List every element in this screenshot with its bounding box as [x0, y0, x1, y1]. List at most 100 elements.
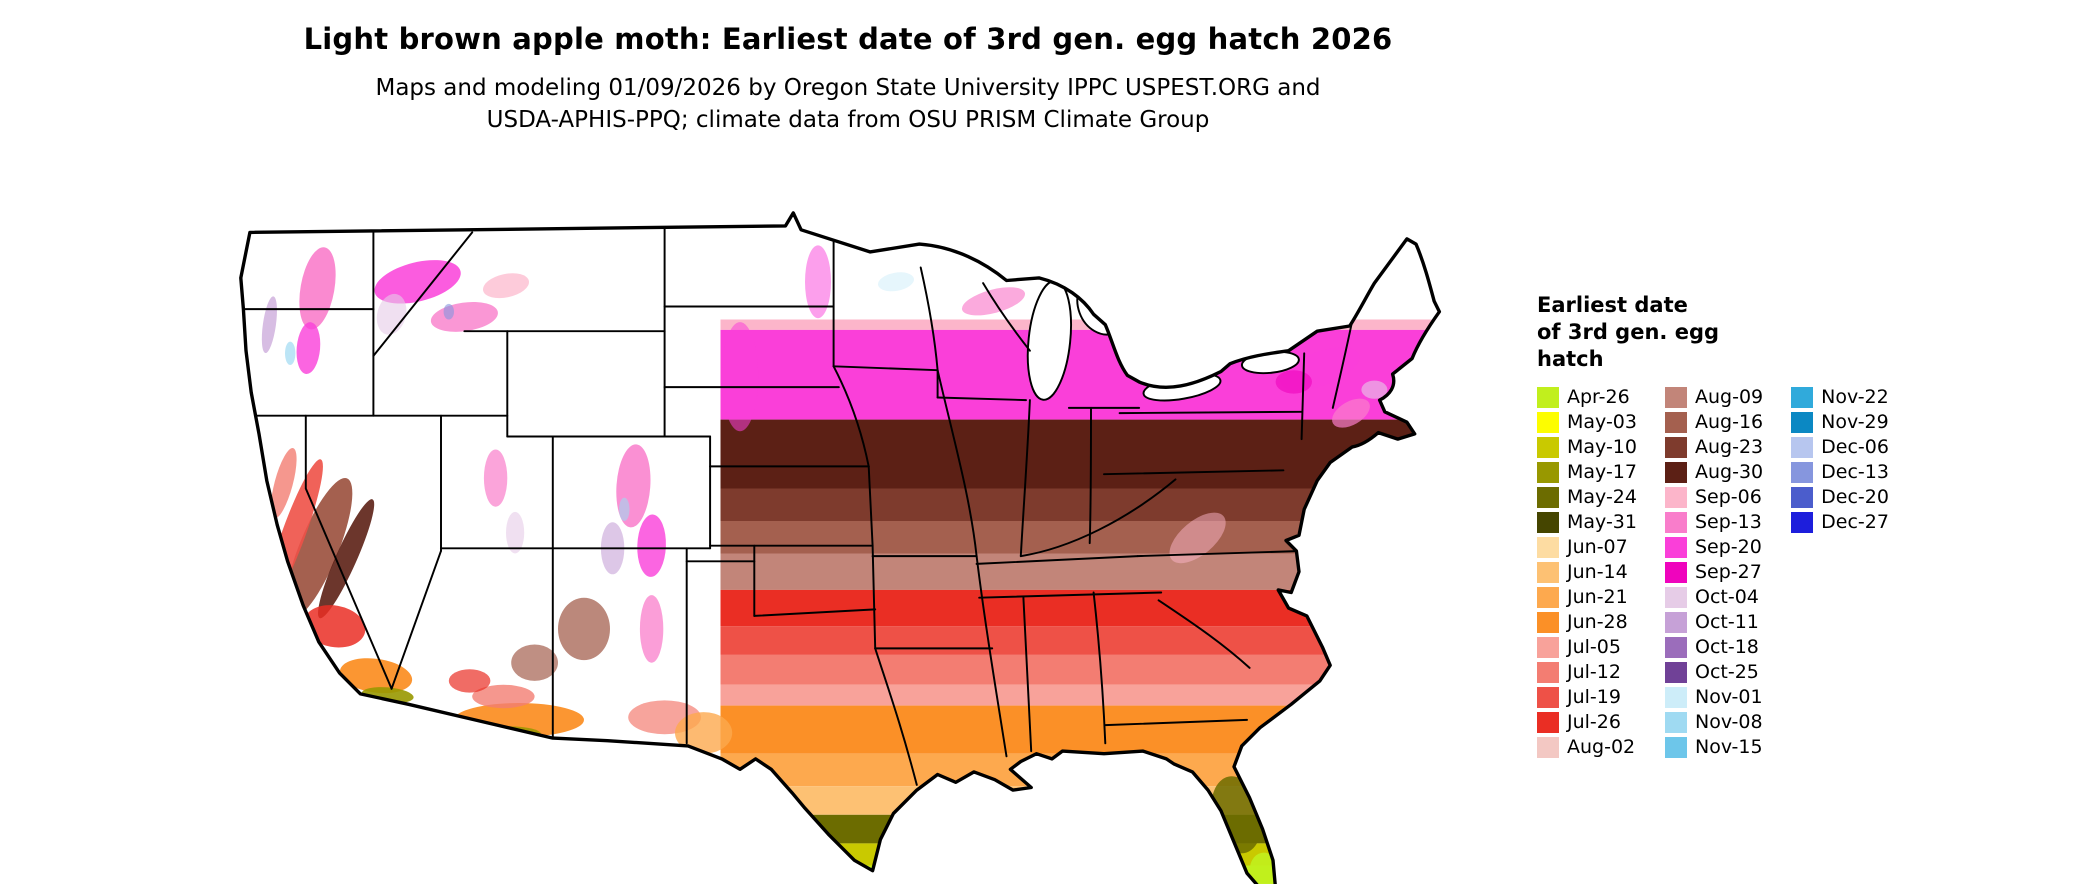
legend-item: Jun-07 [1537, 535, 1637, 560]
state-border [1136, 549, 1306, 558]
legend-swatch [1537, 711, 1559, 733]
legend-item: May-17 [1537, 460, 1637, 485]
map-region-patch [805, 245, 831, 319]
legend-label: Aug-09 [1694, 386, 1764, 409]
map-region-patch [285, 478, 353, 619]
legend-swatch [1537, 561, 1559, 583]
state-border [304, 414, 393, 690]
legend-label: Sep-06 [1694, 486, 1762, 509]
legend-label: May-17 [1567, 461, 1637, 484]
legend-swatch [1537, 511, 1559, 533]
map-region-patch [374, 260, 461, 304]
legend-column: Apr-26 May-03 May-10 May-17 May-24 May-31 Jun-… [1537, 385, 1637, 760]
state-border [1103, 469, 1285, 476]
state-border [1019, 478, 1177, 558]
us-map [239, 211, 1442, 884]
legend-swatch [1537, 636, 1559, 658]
map-region-patch [443, 303, 454, 320]
legend-columns: Apr-26 May-03 May-10 May-17 May-24 May-31 Jun-… [1537, 385, 1917, 760]
legend-swatch [1664, 561, 1687, 583]
header: Light brown apple moth: Earliest date of… [0, 22, 1696, 136]
legend-swatch [1664, 686, 1687, 708]
map-region-patch [558, 597, 610, 661]
legend-title: Earliest date of 3rd gen. egg hatch [1537, 292, 1917, 373]
legend-swatch [1537, 611, 1559, 633]
legend-item: May-31 [1537, 510, 1637, 535]
legend-swatch [1537, 386, 1559, 408]
map-region-patch [285, 341, 296, 365]
legend-label: Jul-05 [1567, 636, 1621, 659]
legend-label: Nov-08 [1694, 711, 1763, 734]
legend-label: May-24 [1567, 486, 1637, 509]
legend-item: Sep-20 [1664, 535, 1763, 560]
map-band [720, 865, 1440, 884]
state-border [390, 549, 442, 690]
map-region-patch [506, 511, 525, 554]
legend-swatch [1791, 511, 1814, 533]
state-border [1019, 399, 1031, 558]
legend-label: May-10 [1567, 436, 1637, 459]
map-region-patch [448, 669, 491, 693]
legend-swatch [1537, 536, 1559, 558]
legend-item: Dec-20 [1791, 485, 1889, 510]
state-border [1104, 718, 1248, 727]
legend-swatch [1664, 436, 1687, 458]
legend-item: Nov-01 [1664, 685, 1763, 710]
state-border [832, 365, 939, 372]
legend-item: Sep-13 [1664, 510, 1763, 535]
legend-label: Apr-26 [1567, 386, 1630, 409]
legend-item: Aug-16 [1664, 410, 1763, 435]
legend-item: Nov-08 [1664, 710, 1763, 735]
legend-label: Nov-22 [1821, 386, 1889, 409]
legend-label: Nov-01 [1694, 686, 1763, 709]
legend-item: Oct-11 [1664, 610, 1763, 635]
map-region-patch [261, 296, 277, 354]
map-band [720, 488, 1440, 521]
map-region-patch [619, 497, 630, 521]
map-region-patch [878, 272, 914, 292]
legend-item: Dec-27 [1791, 510, 1889, 535]
state-border [919, 266, 939, 372]
legend-item: May-03 [1537, 410, 1637, 435]
legend-label: May-03 [1567, 411, 1637, 434]
legend-label: Sep-13 [1694, 511, 1762, 534]
map-band [720, 319, 1440, 330]
legend-label: Jun-21 [1567, 586, 1628, 609]
legend-label: Dec-13 [1821, 461, 1889, 484]
map-region-patch [483, 449, 508, 507]
legend-label: Jul-26 [1567, 711, 1621, 734]
legend-item: Jun-14 [1537, 560, 1637, 585]
page-subtitle: Maps and modeling 01/09/2026 by Oregon S… [0, 72, 1696, 136]
legend-label: Oct-18 [1694, 636, 1759, 659]
legend-swatch [1664, 661, 1687, 683]
map-region-patch [511, 644, 558, 681]
legend-label: Jun-14 [1567, 561, 1628, 584]
map-region-patch [1169, 512, 1226, 564]
map-band [720, 553, 1440, 590]
legend-label: Dec-20 [1821, 486, 1889, 509]
map-region-patch [1332, 398, 1370, 428]
legend-item: Jun-21 [1537, 585, 1637, 610]
map-band [720, 786, 1440, 815]
legend-label: Oct-11 [1694, 611, 1759, 634]
legend-swatch [1664, 711, 1687, 733]
map-band [720, 589, 1440, 627]
page-title: Light brown apple moth: Earliest date of… [303, 22, 1393, 56]
legend-item: Sep-06 [1664, 485, 1763, 510]
legend-item: Oct-25 [1664, 660, 1763, 685]
legend-swatch [1664, 461, 1687, 483]
map-band [720, 753, 1440, 787]
map-region-patch [482, 273, 530, 299]
map-band [720, 626, 1440, 655]
state-border [982, 282, 1031, 352]
legend-swatch [1664, 511, 1687, 533]
map-band [720, 419, 1440, 489]
legend-item: Jul-05 [1537, 635, 1637, 660]
map-band [720, 705, 1440, 754]
legend-swatch [1791, 436, 1814, 458]
legend-swatch [1664, 586, 1687, 608]
state-border [1157, 599, 1251, 669]
map-band [720, 654, 1440, 685]
state-border [372, 231, 474, 357]
